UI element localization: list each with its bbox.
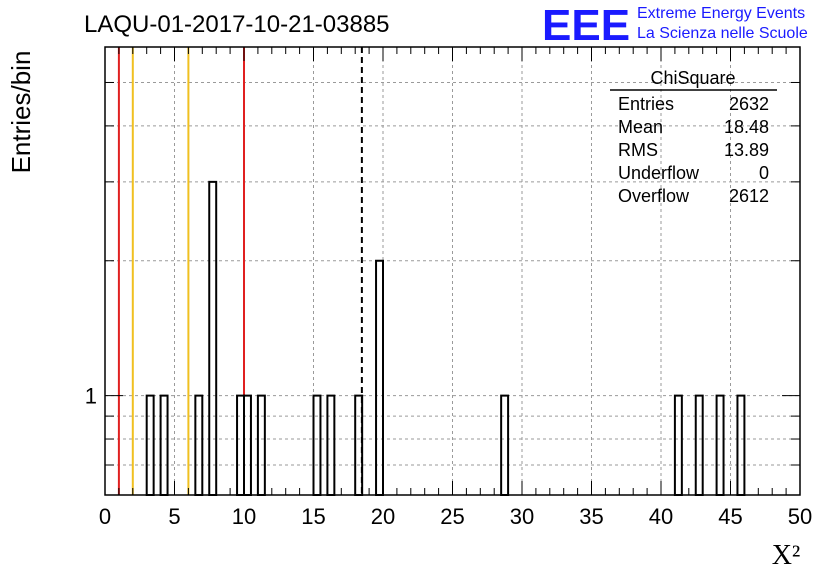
- y-tick-label: 1: [85, 384, 97, 409]
- run-title: LAQU-01-2017-10-21-03885: [84, 11, 390, 38]
- histogram-bar: [236, 394, 246, 496]
- stats-rows: Entries 2632 Mean 18.48 RMS 13.89 Underflow 0 Ov…: [618, 94, 769, 206]
- x-tick-label: 40: [649, 504, 673, 529]
- histogram-bar: [145, 394, 155, 496]
- reference-lines: [117, 47, 363, 495]
- y-axis-label: Entries/bin: [6, 51, 36, 174]
- stats-title: ChiSquare: [650, 68, 735, 88]
- x-tick-label: 0: [99, 504, 111, 529]
- eee-logo: EEE: [542, 1, 630, 50]
- histogram-bar: [736, 394, 746, 496]
- x-tick-label: 15: [301, 504, 325, 529]
- stats-label: Mean: [618, 117, 663, 137]
- stats-value: 18.48: [724, 117, 769, 137]
- org-line-1: Extreme Energy Events: [637, 5, 805, 22]
- x-tick-label: 25: [440, 504, 464, 529]
- x-tick-label: 45: [718, 504, 742, 529]
- histogram-bar: [194, 394, 204, 496]
- stats-label: Entries: [618, 94, 674, 114]
- stats-box: ChiSquare Entries 2632 Mean 18.48 RMS 13.89 Un…: [610, 68, 777, 206]
- axes: 0 5 10 15 20 25 30 35 40 45 50 1: [85, 46, 812, 529]
- histogram-bar: [326, 394, 336, 496]
- stats-label: Underflow: [618, 163, 700, 183]
- histogram-bar: [673, 394, 683, 496]
- stats-label: RMS: [618, 140, 658, 160]
- x-tick-label: 35: [579, 504, 603, 529]
- x-tick-label: 5: [168, 504, 180, 529]
- histogram-bars: [145, 180, 746, 497]
- stats-value: 13.89: [724, 140, 769, 160]
- stats-label: Overflow: [618, 186, 690, 206]
- histogram-bar: [159, 394, 169, 496]
- stats-value: 0: [759, 163, 769, 183]
- x-tick-label: 50: [788, 504, 812, 529]
- histogram-bar: [694, 394, 704, 496]
- stats-value: 2632: [729, 94, 769, 114]
- histogram-bar: [208, 180, 218, 496]
- histogram-bar: [312, 394, 322, 496]
- x-tick-label: 10: [232, 504, 256, 529]
- x-tick-label: 20: [371, 504, 395, 529]
- x-axis-label: X²: [772, 540, 801, 571]
- histogram-bar: [715, 394, 725, 496]
- x-tick-label: 30: [510, 504, 534, 529]
- histogram-bar: [500, 394, 510, 496]
- org-line-2: La Scienza nelle Scuole: [637, 25, 808, 42]
- histogram-bar: [375, 259, 384, 497]
- histogram-bar: [256, 394, 266, 496]
- stats-value: 2612: [729, 186, 769, 206]
- histogram-bar: [243, 394, 252, 496]
